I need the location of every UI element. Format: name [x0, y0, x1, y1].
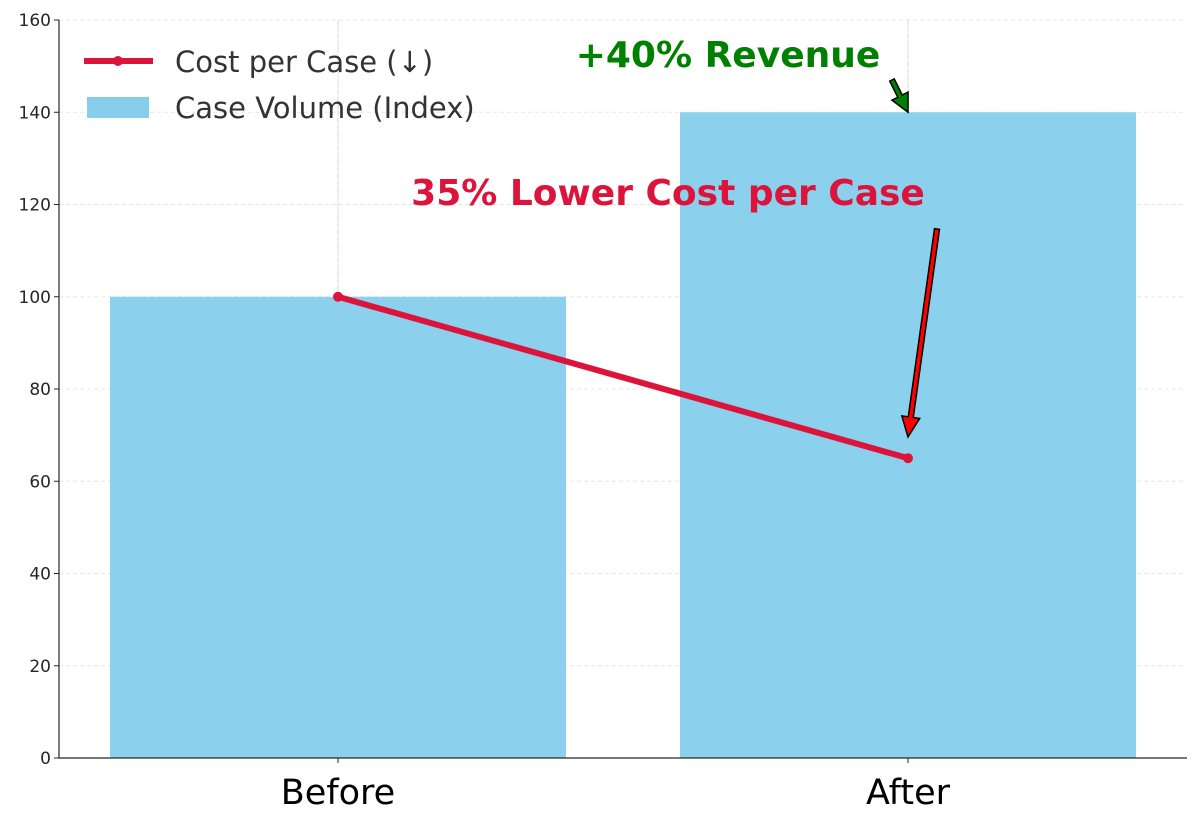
legend-line-marker	[113, 56, 123, 66]
legend-label: Cost per Case (↓)	[175, 45, 433, 79]
annotation-cost: 35% Lower Cost per Case	[411, 173, 925, 214]
y-tick-label: 80	[29, 380, 51, 400]
cost-marker	[903, 453, 913, 464]
revenue-arrow	[888, 77, 909, 114]
cost-arrow	[900, 227, 941, 439]
y-tick-label: 0	[40, 749, 51, 769]
y-tick-label: 60	[29, 472, 51, 492]
y-tick-label: 20	[29, 657, 51, 677]
y-tick-label: 120	[19, 196, 51, 216]
legend-bar-swatch	[87, 97, 149, 118]
cost-marker	[333, 291, 343, 302]
annotation-revenue: +40% Revenue	[576, 35, 881, 76]
legend-label: Case Volume (Index)	[175, 91, 475, 125]
y-tick-label: 100	[19, 288, 51, 308]
cost-line	[335, 293, 911, 462]
x-tick-label: After	[866, 773, 951, 813]
y-tick-label: 40	[29, 565, 51, 585]
x-tick-label: Before	[281, 773, 395, 813]
y-tick-label: 140	[19, 103, 51, 123]
y-tick-label: 160	[19, 11, 51, 31]
bar-before	[110, 296, 566, 758]
